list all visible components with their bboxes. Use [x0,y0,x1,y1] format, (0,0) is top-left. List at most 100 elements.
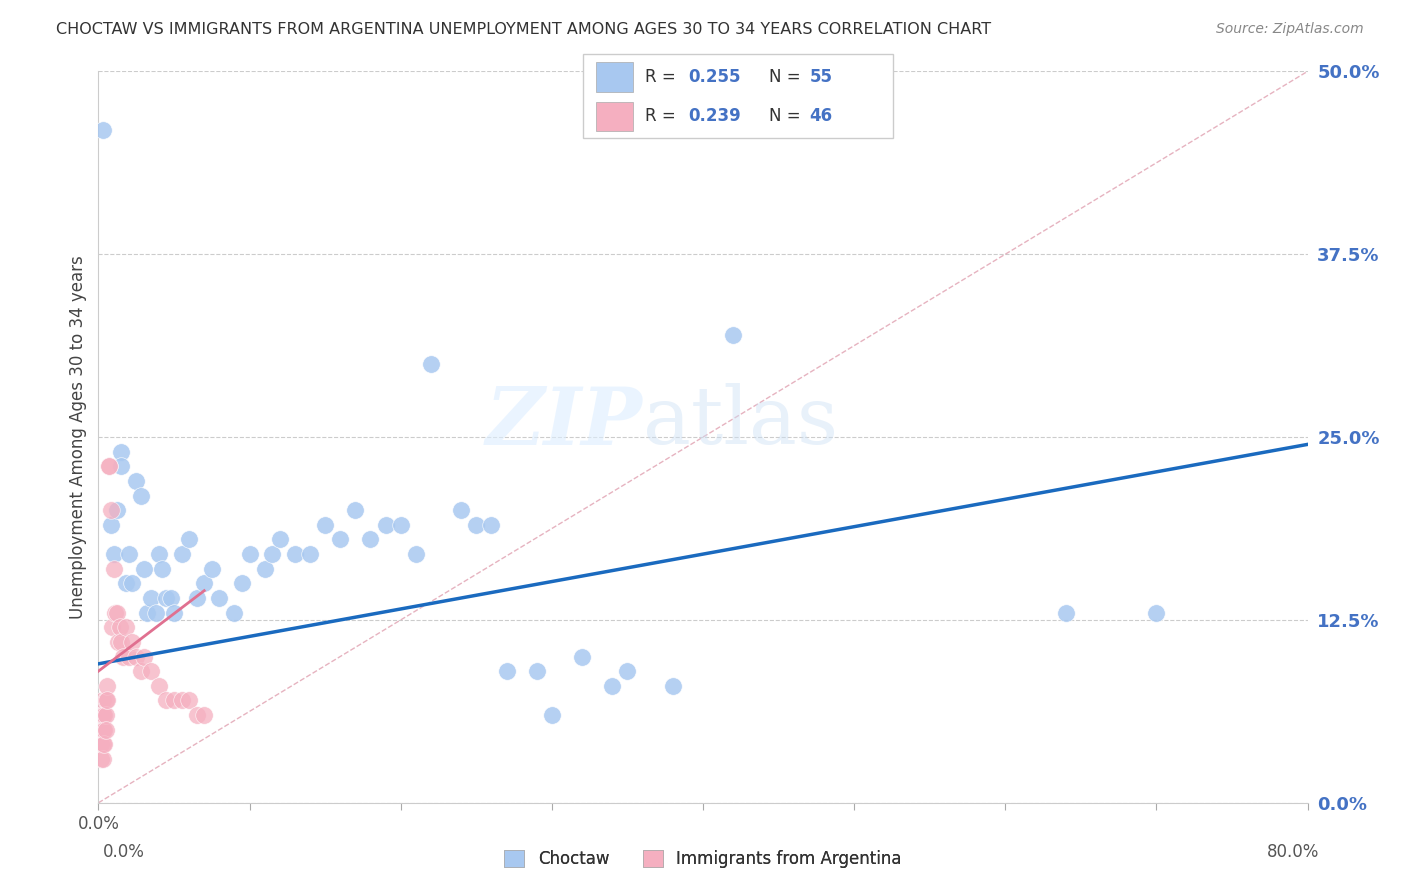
Point [103,547,125,561]
Point [231,576,253,591]
Point [121,635,143,649]
Point [118,547,141,561]
Point [262,547,284,561]
Point [110,635,132,649]
Point [132,649,155,664]
Point [94,723,117,737]
Point [360,533,382,547]
Point [465,517,488,532]
Point [193,708,215,723]
Point [91,708,114,723]
Text: atlas: atlas [643,384,838,461]
Point [201,562,224,576]
Point [90,737,112,751]
Point [91,723,114,737]
Point [616,664,638,678]
Point [141,664,163,678]
Point [93,708,115,723]
Point [540,708,562,723]
Point [224,606,246,620]
Point [186,591,208,605]
Text: 0.239: 0.239 [689,107,741,125]
Point [374,517,396,532]
Point [91,737,114,751]
Point [389,517,412,532]
Point [98,459,121,474]
Text: Source: ZipAtlas.com: Source: ZipAtlas.com [1216,22,1364,37]
Point [104,606,127,620]
Point [148,547,170,561]
FancyBboxPatch shape [583,54,893,138]
Point [253,562,276,576]
Point [420,357,443,371]
Point [160,591,183,605]
Point [110,459,132,474]
Point [90,737,112,751]
Point [90,723,112,737]
Point [602,679,624,693]
Point [148,679,170,693]
Point [344,503,367,517]
Point [186,708,208,723]
Point [121,576,143,591]
Point [170,547,193,561]
Point [129,489,152,503]
Point [93,737,115,751]
Point [269,533,291,547]
Point [208,591,231,605]
Point [125,649,148,664]
FancyBboxPatch shape [596,62,633,92]
Point [155,591,177,605]
Text: 0.255: 0.255 [689,68,741,86]
Point [100,517,122,532]
Point [94,693,117,707]
Point [193,576,215,591]
Point [661,679,683,693]
Point [526,664,548,678]
Text: R =: R = [645,68,682,86]
Point [571,649,593,664]
Point [239,547,262,561]
Point [314,517,336,532]
Point [96,693,118,707]
Point [495,664,517,678]
Point [89,723,111,737]
Point [107,635,129,649]
Point [150,562,173,576]
Y-axis label: Unemployment Among Ages 30 to 34 years: Unemployment Among Ages 30 to 34 years [69,255,87,619]
Point [103,562,125,576]
Point [89,723,111,737]
Text: R =: R = [645,107,682,125]
Point [108,620,131,634]
Point [105,606,128,620]
Text: ZIP: ZIP [485,384,643,461]
Point [98,459,121,474]
Point [145,606,167,620]
Point [90,752,112,766]
Point [723,327,745,342]
Point [89,737,111,751]
Point [91,693,114,707]
Point [105,503,128,517]
Point [179,693,201,707]
Point [100,503,122,517]
Point [170,693,193,707]
Point [125,474,148,488]
Point [91,123,114,137]
Point [1144,606,1167,620]
Point [450,503,472,517]
Point [405,547,427,561]
Point [141,591,163,605]
Point [481,517,503,532]
Point [114,576,136,591]
Point [110,444,132,458]
Text: 80.0%: 80.0% [1267,843,1319,861]
Text: 0.0%: 0.0% [103,843,145,861]
Point [90,708,112,723]
Point [299,547,322,561]
FancyBboxPatch shape [596,102,633,131]
Point [155,693,177,707]
Point [93,723,115,737]
Point [329,533,352,547]
Point [163,606,186,620]
